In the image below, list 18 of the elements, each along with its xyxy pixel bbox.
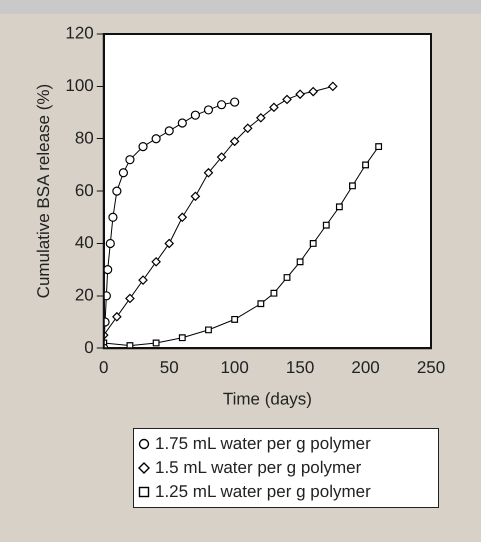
legend-label: 1.25 mL water per g polymer xyxy=(155,481,371,503)
y-axis-title: Cumulative BSA release (%) xyxy=(34,84,53,298)
legend-label: 1.5 mL water per g polymer xyxy=(155,457,362,479)
x-tick-label: 200 xyxy=(351,358,380,378)
x-axis-title: Time (days) xyxy=(222,389,312,408)
x-tick-label: 150 xyxy=(286,358,314,378)
x-tick-label: 250 xyxy=(416,358,446,378)
y-tick-label: 100 xyxy=(65,76,94,96)
y-tick-label: 60 xyxy=(74,180,94,200)
y-tick-label: 0 xyxy=(84,338,94,357)
y-tick-label: 40 xyxy=(74,233,94,252)
x-tick-label: 50 xyxy=(160,358,179,378)
legend-label: 1.75 mL water per g polymer xyxy=(155,433,371,455)
y-tick-label: 80 xyxy=(74,128,94,148)
y-tick-label: 120 xyxy=(65,24,94,43)
y-tick-label: 20 xyxy=(74,286,94,305)
x-tick-label: 0 xyxy=(99,358,108,378)
x-tick-label: 100 xyxy=(220,358,249,378)
